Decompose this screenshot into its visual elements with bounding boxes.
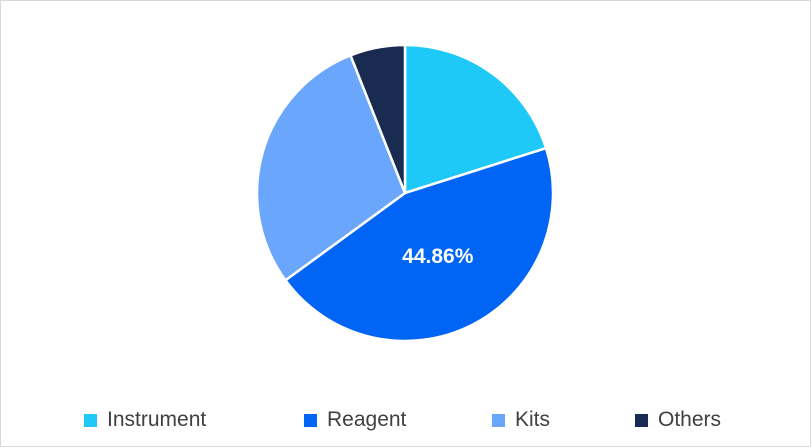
pie-slice-reagent — [284, 146, 555, 343]
legend-label-instrument: Instrument — [107, 408, 207, 431]
legend-swatch-others — [635, 413, 648, 427]
pie-slice-instrument — [403, 43, 548, 195]
legend-label-reagent: Reagent — [327, 408, 407, 431]
legend-item-kits: Kits — [492, 405, 550, 435]
pie-slice-others — [349, 43, 407, 195]
legend-item-reagent: Reagent — [304, 405, 406, 435]
legend-label-kits: Kits — [515, 408, 551, 431]
legend-item-others: Others — [635, 405, 721, 435]
legend-swatch-kits — [492, 413, 505, 427]
data-label-reagent: 44.86% — [402, 245, 474, 268]
legend-swatch-instrument — [84, 413, 97, 427]
pie-slice-kits — [255, 54, 407, 282]
legend-swatch-reagent — [304, 413, 317, 427]
legend: Instrument Reagent Kits Others — [1, 405, 810, 435]
legend-item-instrument: Instrument — [84, 405, 206, 435]
legend-label-others: Others — [658, 408, 722, 431]
